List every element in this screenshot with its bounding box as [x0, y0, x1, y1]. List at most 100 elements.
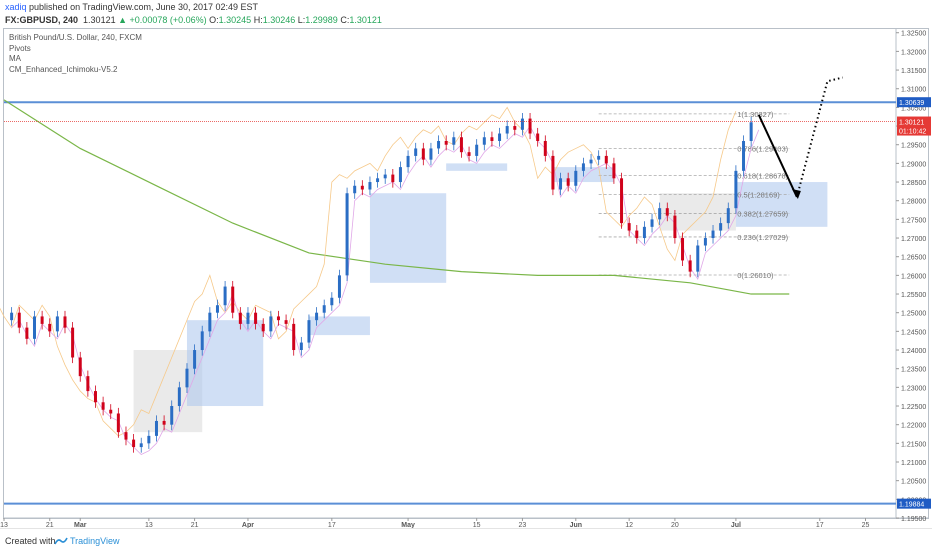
- candle-body: [505, 126, 509, 134]
- candle-body: [254, 312, 258, 324]
- change-arrow: ▲: [118, 15, 128, 25]
- published-text: published on TradingView.com, June 30, 2…: [29, 2, 259, 12]
- high-value: 1.30246: [262, 15, 296, 25]
- y-tick-label: 1.21000: [901, 460, 926, 467]
- x-tick-label: Jun: [570, 522, 582, 528]
- candle-body: [360, 185, 364, 190]
- y-tick-label: 1.32500: [901, 31, 926, 38]
- publish-bar: xadiq published on TradingView.com, June…: [0, 0, 932, 30]
- x-tick-label: May: [401, 522, 415, 528]
- level-price-badge: [897, 498, 931, 509]
- candle-body: [177, 387, 181, 407]
- publish-info: xadiq published on TradingView.com, June…: [5, 2, 258, 12]
- y-tick-label: 1.26500: [901, 255, 926, 262]
- fib-level-label: 0.786(1.29403): [737, 144, 788, 153]
- footer: Created with TradingView: [0, 528, 932, 551]
- last-price: 1.30121: [83, 15, 116, 25]
- high-label: H:: [253, 15, 263, 25]
- candle-body: [116, 413, 120, 433]
- candle-body: [276, 316, 280, 321]
- candle-body: [10, 312, 14, 321]
- candle-body: [490, 137, 494, 141]
- x-tick-label: Mar: [74, 522, 87, 528]
- candle-body: [658, 208, 662, 220]
- chart-legend: British Pound/U.S. Dollar, 240, FXCM Piv…: [9, 33, 142, 75]
- candle-body: [543, 140, 547, 156]
- y-tick-label: 1.29000: [901, 161, 926, 168]
- candle-body: [482, 137, 486, 145]
- y-tick-label: 1.27500: [901, 217, 926, 224]
- candle-body: [742, 140, 746, 171]
- candle-body: [154, 420, 158, 436]
- x-tick-label: 12: [625, 522, 633, 528]
- y-tick-label: 1.21500: [901, 441, 926, 448]
- fib-level-label: 1(1.30327): [737, 110, 774, 119]
- symbol: FX:GBPUSD, 240: [5, 15, 79, 25]
- y-tick-label: 1.32000: [901, 49, 926, 56]
- change-value: +0.00078 (+0.06%): [129, 15, 207, 25]
- candle-body: [368, 182, 372, 190]
- current-price-label: 1.30121: [899, 120, 924, 127]
- candle-body: [513, 126, 517, 130]
- close-label: C:: [340, 15, 350, 25]
- candle-body: [246, 312, 250, 324]
- created-with-text: Created with: [5, 536, 56, 546]
- y-tick-label: 1.19500: [901, 516, 926, 523]
- open-label: O:: [209, 15, 219, 25]
- candle-body: [681, 238, 685, 261]
- y-tick-label: 1.31000: [901, 87, 926, 94]
- x-tick-label: 13: [0, 522, 8, 528]
- candle-body: [299, 342, 303, 351]
- candle-body: [109, 409, 113, 414]
- candle-body: [391, 174, 395, 183]
- x-tick-label: 13: [145, 522, 153, 528]
- fib-level-label: 0.618(1.28678): [737, 171, 788, 180]
- candle-body: [93, 391, 97, 403]
- candle-body: [398, 167, 402, 183]
- candle-body: [63, 316, 67, 328]
- y-tick-label: 1.30500: [901, 105, 926, 112]
- legend-pivots[interactable]: Pivots: [9, 43, 31, 53]
- candle-body: [71, 327, 75, 358]
- candle-body: [383, 174, 387, 179]
- candle-body: [353, 185, 357, 194]
- candle-body: [414, 148, 418, 156]
- candle-body: [528, 118, 532, 134]
- candle-body: [612, 163, 616, 179]
- candle-body: [215, 305, 219, 313]
- y-tick-label: 1.23000: [901, 385, 926, 392]
- candle-body: [337, 275, 341, 298]
- tradingview-brand[interactable]: TradingView: [70, 536, 120, 546]
- candle-body: [459, 137, 463, 153]
- price-chart[interactable]: 1.325001.320001.315001.310001.305001.300…: [0, 0, 932, 528]
- x-tick-label: 23: [519, 522, 527, 528]
- candle-body: [719, 223, 723, 231]
- candle-body: [688, 260, 692, 272]
- candle-body: [261, 323, 265, 332]
- x-tick-label: 17: [328, 522, 336, 528]
- y-tick-label: 1.20500: [901, 479, 926, 486]
- x-tick-label: 21: [46, 522, 54, 528]
- legend-ichimoku[interactable]: CM_Enhanced_Ichimoku-V5.2: [9, 64, 118, 74]
- y-tick-label: 1.22000: [901, 423, 926, 430]
- y-tick-label: 1.29500: [901, 143, 926, 150]
- ichimoku-cloud: [186, 320, 264, 407]
- candle-body: [711, 230, 715, 239]
- candle-body: [703, 238, 707, 246]
- candle-body: [604, 155, 608, 164]
- candle-body: [170, 406, 174, 425]
- candle-body: [223, 286, 227, 306]
- candle-body: [581, 163, 585, 171]
- x-tick-label: 17: [816, 522, 824, 528]
- x-tick-label: Jul: [731, 522, 741, 528]
- candle-body: [520, 118, 524, 130]
- candle-body: [208, 312, 212, 332]
- bar-countdown-label: 01:10:42: [899, 129, 926, 136]
- candle-body: [269, 316, 273, 332]
- y-tick-label: 1.22500: [901, 404, 926, 411]
- legend-ma[interactable]: MA: [9, 54, 21, 63]
- candle-body: [147, 435, 151, 444]
- author-link[interactable]: xadiq: [5, 2, 27, 12]
- y-tick-label: 1.31500: [901, 68, 926, 75]
- candle-body: [437, 140, 441, 149]
